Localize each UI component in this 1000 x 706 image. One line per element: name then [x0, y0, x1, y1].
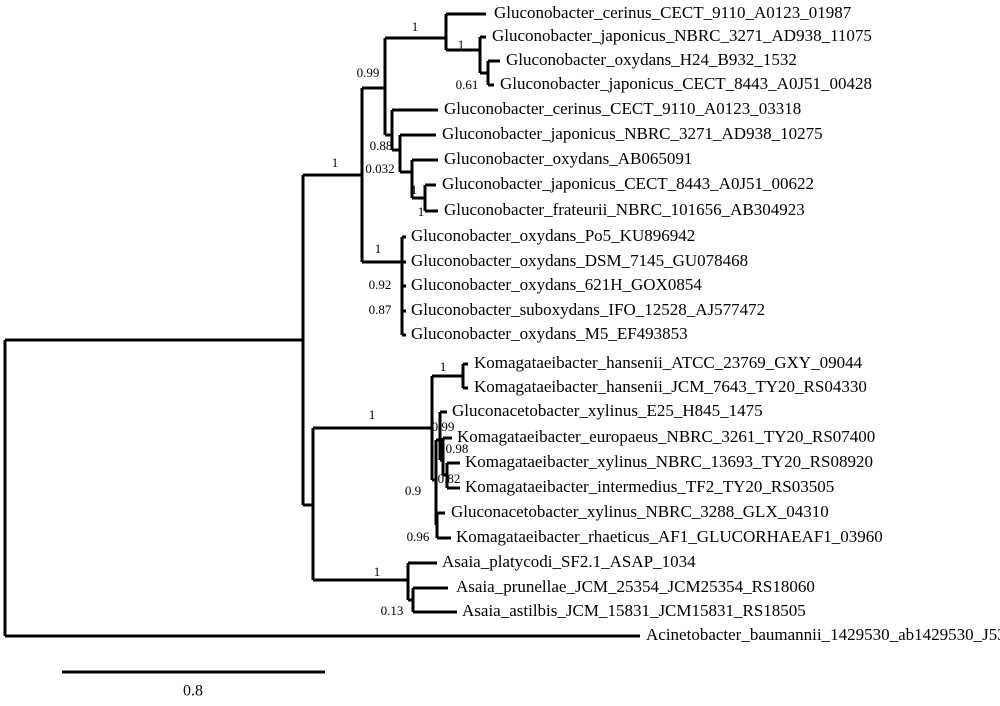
leaf-labels: Gluconobacter_cerinus_CECT_9110_A0123_01…	[411, 3, 1000, 644]
tree-branches	[3, 12, 640, 638]
support-value: 1	[411, 182, 418, 197]
leaf-label: Gluconobacter_oxydans_M5_EF493853	[411, 324, 688, 343]
support-value: 1	[458, 37, 465, 52]
support-value: 0.99	[432, 419, 455, 434]
leaf-label: Komagataeibacter_intermedius_TF2_TY20_RS…	[465, 477, 834, 496]
support-value: 0.032	[365, 161, 394, 176]
leaf-label: Gluconobacter_frateurii_NBRC_101656_AB30…	[444, 200, 805, 219]
leaf-label: Komagataeibacter_hansenii_JCM_7643_TY20_…	[474, 377, 867, 396]
leaf-label: Acinetobacter_baumannii_1429530_ab142953…	[646, 625, 1000, 644]
support-value: 0.99	[357, 65, 380, 80]
leaf-label: Gluconacetobacter_xylinus_E25_H845_1475	[452, 401, 763, 420]
leaf-label: Gluconobacter_japonicus_CECT_8443_A0J51_…	[442, 174, 814, 193]
leaf-label: Gluconobacter_japonicus_NBRC_3271_AD938_…	[492, 26, 872, 45]
support-value: 1	[374, 564, 381, 579]
leaf-label: Asaia_platycodi_SF2.1_ASAP_1034	[442, 552, 696, 571]
leaf-label: Komagataeibacter_hansenii_ATCC_23769_GXY…	[474, 353, 863, 372]
support-value: 0.13	[381, 603, 404, 618]
support-value: 0.82	[438, 471, 461, 486]
support-value: 0.88	[370, 138, 393, 153]
leaf-label: Komagataeibacter_rhaeticus_AF1_GLUCORHAE…	[456, 527, 883, 546]
support-value: 1	[412, 19, 419, 34]
scale-label: 0.8	[183, 683, 203, 700]
leaf-label: Gluconobacter_oxydans_621H_GOX0854	[411, 275, 702, 294]
leaf-label: Gluconobacter_japonicus_NBRC_3271_AD938_…	[442, 124, 823, 143]
support-value: 1	[418, 204, 425, 219]
support-values: 1 1 0.61 0.99 0.88 0.032 1 1 1 1 0.92 0.…	[332, 19, 479, 618]
leaf-label: Gluconobacter_cerinus_CECT_9110_A0123_03…	[444, 99, 801, 118]
leaf-label: Gluconobacter_suboxydans_IFO_12528_AJ577…	[411, 300, 765, 319]
leaf-label: Asaia_astilbis_JCM_15831_JCM15831_RS1850…	[462, 601, 806, 620]
leaf-label: Gluconobacter_oxydans_Po5_KU896942	[411, 226, 695, 245]
leaf-label: Asaia_prunellae_JCM_25354_JCM25354_RS180…	[456, 577, 815, 596]
support-value: 0.98	[446, 441, 469, 456]
leaf-label: Gluconobacter_cerinus_CECT_9110_A0123_01…	[494, 3, 852, 22]
support-value: 0.92	[369, 277, 392, 292]
support-value: 0.87	[369, 302, 392, 317]
support-value: 1	[369, 407, 376, 422]
support-value: 1	[440, 359, 447, 374]
leaf-label: Gluconobacter_japonicus_CECT_8443_A0J51_…	[500, 74, 872, 93]
leaf-label: Komagataeibacter_europaeus_NBRC_3261_TY2…	[457, 427, 875, 446]
support-value: 0.9	[405, 483, 421, 498]
leaf-label: Gluconobacter_oxydans_DSM_7145_GU078468	[411, 251, 748, 270]
support-value: 1	[332, 155, 339, 170]
leaf-label: Komagataeibacter_xylinus_NBRC_13693_TY20…	[465, 452, 873, 471]
leaf-label: Gluconacetobacter_xylinus_NBRC_3288_GLX_…	[451, 502, 829, 521]
leaf-label: Gluconobacter_oxydans_AB065091	[444, 149, 692, 168]
support-value: 1	[375, 241, 382, 256]
support-value: 0.61	[456, 77, 479, 92]
support-value: 0.96	[407, 529, 430, 544]
leaf-label: Gluconobacter_oxydans_H24_B932_1532	[506, 50, 797, 69]
